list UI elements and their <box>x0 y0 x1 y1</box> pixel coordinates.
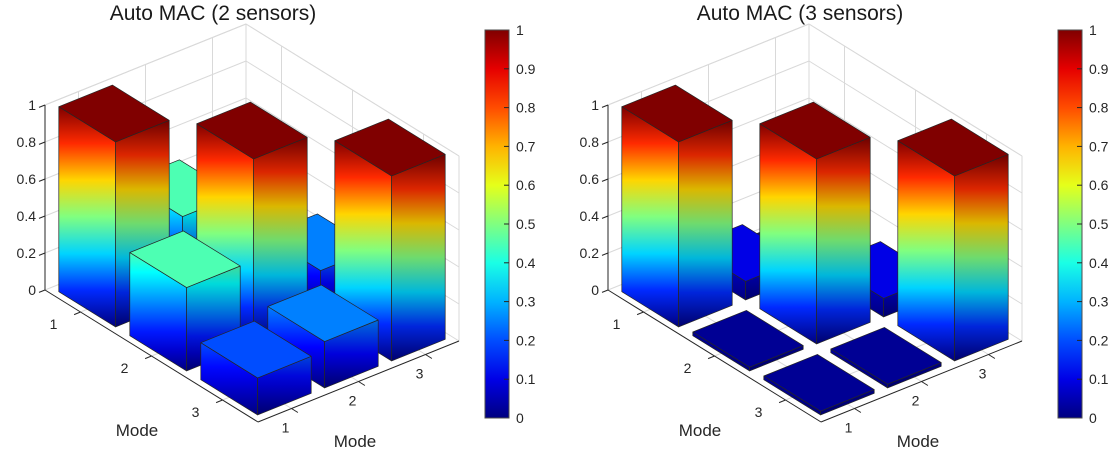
colorbar-tick-label: 0 <box>1089 410 1097 426</box>
z-tick-label: 1 <box>591 97 599 113</box>
colorbar-tick-label: 0.4 <box>1089 255 1109 271</box>
bar-r2-c2 <box>759 101 871 345</box>
axes <box>601 104 1023 423</box>
colorbar-tick-label: 0.7 <box>1089 138 1109 154</box>
colorbar-tick-label: 0.3 <box>1089 294 1109 310</box>
x-tick-label: 1 <box>282 420 290 436</box>
chart-1: 0 0.2 0.4 0.6 0.8 1 1 2 3 1 2 3 Mode Mode 1 0.9 0.8 0.7 0.… <box>580 22 1109 451</box>
z-tick-label: 0.8 <box>17 134 37 150</box>
y-axis-label-mode: Mode <box>116 421 159 440</box>
chart-0: 0 0.2 0.4 0.6 0.8 1 1 2 3 1 2 3 Mode Mode 1 0.9 0.8 0.7 0.… <box>17 22 536 451</box>
x-tick-label: 3 <box>979 366 987 382</box>
colorbar: 1 0.9 0.8 0.7 0.6 0.5 0.4 0.3 0.2 0.1 0 <box>1057 22 1109 426</box>
chart-title-right: Auto MAC (3 sensors) <box>696 2 904 25</box>
colorbar-tick-label: 0.9 <box>516 61 536 77</box>
y-axis-label-mode: Mode <box>679 421 722 440</box>
bar-r3-c1 <box>200 320 312 416</box>
colorbar-tick-label: 0.6 <box>1089 177 1109 193</box>
colorbar-tick-label: 0.2 <box>1089 332 1109 348</box>
colorbar-tick-label: 1 <box>1089 22 1097 38</box>
z-tick-label: 0 <box>28 282 36 298</box>
colorbar-labels: 1 0.9 0.8 0.7 0.6 0.5 0.4 0.3 0.2 0.1 0 <box>1089 22 1109 426</box>
z-tick-label: 0.6 <box>580 171 600 187</box>
colorbar-tick-label: 0.3 <box>516 294 536 310</box>
bar-r1-c1 <box>621 84 733 328</box>
z-tick-label: 0.2 <box>580 245 600 261</box>
bar-r3-c3 <box>897 118 1009 362</box>
y-tick-label: 1 <box>50 316 58 332</box>
axes <box>38 104 460 423</box>
bar-r3-c2 <box>830 327 942 389</box>
z-tick-label: 0.2 <box>17 245 37 261</box>
y-tick-label: 3 <box>192 404 200 420</box>
colorbar-tick-label: 0.5 <box>516 216 536 232</box>
colorbar-tick-label: 0.2 <box>516 332 536 348</box>
z-tick-label: 0.6 <box>17 171 37 187</box>
colorbar: 1 0.9 0.8 0.7 0.6 0.5 0.4 0.3 0.2 0.1 0 <box>484 22 536 426</box>
y-tick-label: 2 <box>121 360 129 376</box>
colorbar-tick-label: 0.5 <box>1089 216 1109 232</box>
colorbar-tick-label: 0.1 <box>1089 371 1109 387</box>
colorbar-labels: 1 0.9 0.8 0.7 0.6 0.5 0.4 0.3 0.2 0.1 0 <box>516 22 536 426</box>
y-tick-label: 3 <box>755 404 763 420</box>
x-axis-label-mode: Mode <box>897 432 940 451</box>
colorbar-tick-label: 0.4 <box>516 255 536 271</box>
axis-labels: 0 0.2 0.4 0.6 0.8 1 1 2 3 1 2 3 Mode Mode <box>580 97 987 451</box>
z-tick-label: 0.8 <box>580 134 600 150</box>
z-tick-label: 0.4 <box>17 208 37 224</box>
colorbar-tick-label: 0.8 <box>1089 100 1109 116</box>
x-tick-label: 3 <box>416 366 424 382</box>
y-tick-label: 1 <box>613 316 621 332</box>
bar-r3-c1 <box>763 354 875 416</box>
z-tick-label: 1 <box>28 97 36 113</box>
colorbar-tick-label: 0.7 <box>516 138 536 154</box>
chart-title-left: Auto MAC (2 sensors) <box>109 2 317 25</box>
z-tick-label: 0 <box>591 282 599 298</box>
colorbar-tick-label: 0 <box>516 410 524 426</box>
bar-r2-c1 <box>692 310 804 372</box>
y-tick-label: 2 <box>684 360 692 376</box>
x-tick-label: 2 <box>349 393 357 409</box>
x-tick-label: 1 <box>845 420 853 436</box>
colorbar-tick-label: 0.6 <box>516 177 536 193</box>
colorbar-tick-label: 0.1 <box>516 371 536 387</box>
colorbar-tick-label: 1 <box>516 22 524 38</box>
x-tick-label: 2 <box>912 393 920 409</box>
colorbar-tick-label: 0.9 <box>1089 61 1109 77</box>
axis-labels: 0 0.2 0.4 0.6 0.8 1 1 2 3 1 2 3 Mode Mode <box>17 97 424 451</box>
colorbar-tick-label: 0.8 <box>516 100 536 116</box>
z-tick-label: 0.4 <box>580 208 600 224</box>
x-axis-label-mode: Mode <box>334 432 377 451</box>
